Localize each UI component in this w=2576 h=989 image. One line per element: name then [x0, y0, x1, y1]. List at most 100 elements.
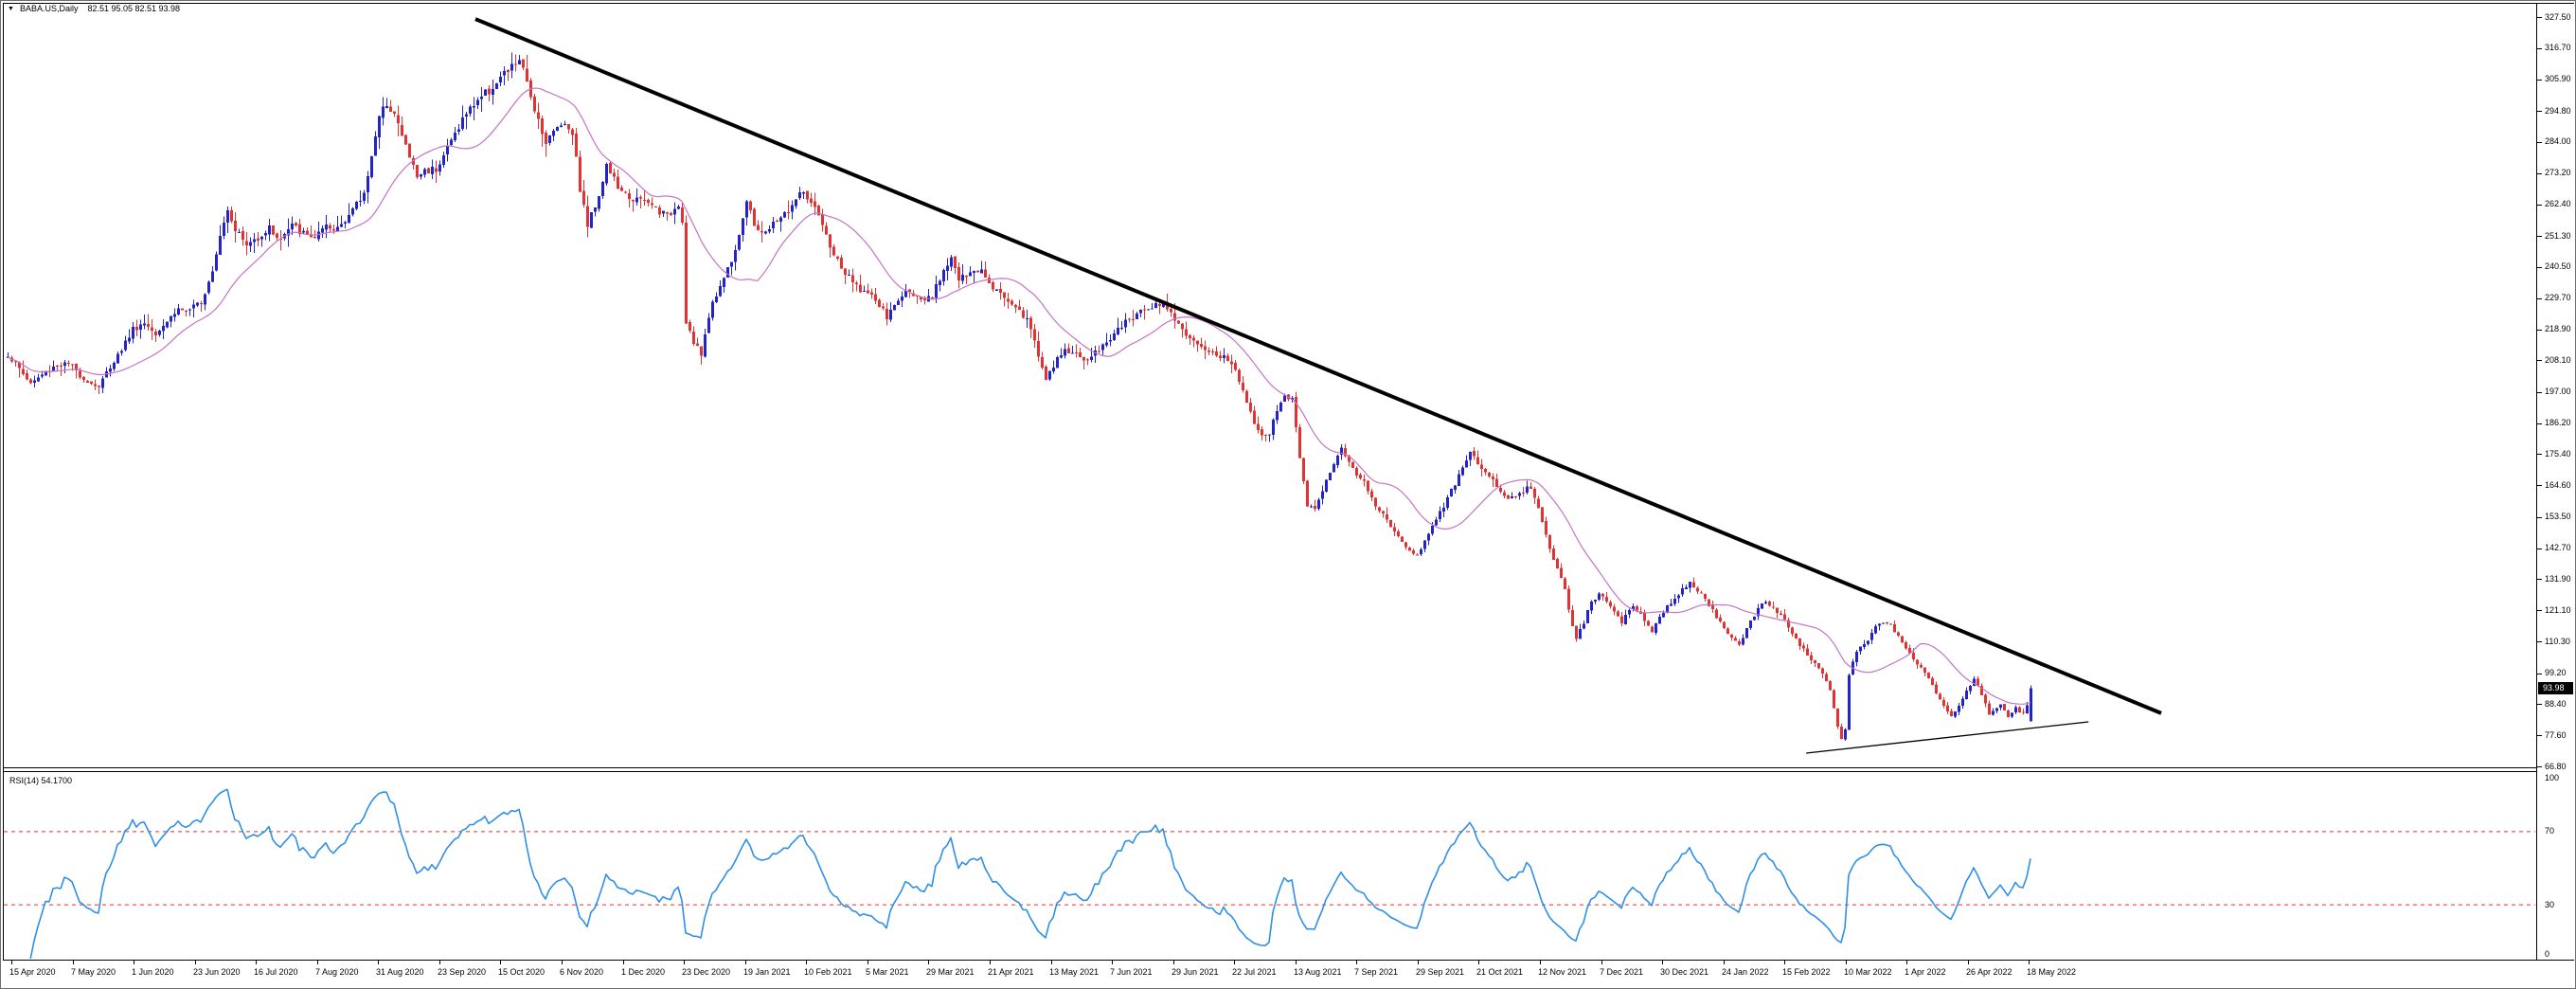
main-price-pane[interactable]: [7, 17, 2162, 754]
rsi-pane[interactable]: [4, 788, 2536, 960]
rsi-value-line: [29, 788, 2031, 959]
price-tick-mark: [2537, 610, 2542, 611]
date-label: 1 Jun 2020: [132, 967, 174, 977]
date-label: 21 Apr 2021: [988, 967, 1034, 977]
date-tick-mark: [317, 960, 318, 964]
date-label: 7 Dec 2021: [1600, 967, 1644, 977]
chart-title-row: ▼ BABA.US,Daily 82.51 95.05 82.51 93.98: [8, 4, 180, 13]
date-label: 22 Jul 2021: [1232, 967, 1277, 977]
price-tick-label: 99.20: [2545, 668, 2567, 677]
date-label: 13 Aug 2021: [1294, 967, 1342, 977]
moving-average-line: [7, 87, 2031, 705]
date-label: 23 Jun 2020: [193, 967, 241, 977]
price-tick-mark: [2537, 548, 2542, 549]
date-label: 23 Dec 2020: [682, 967, 731, 977]
date-label: 7 Sep 2021: [1354, 967, 1399, 977]
price-tick-mark: [2537, 142, 2542, 143]
trendlines-layer[interactable]: [474, 17, 2162, 754]
rsi-tick-label: 0: [2545, 949, 2550, 959]
price-axis-border[interactable]: [2536, 3, 2537, 961]
price-tick-label: 251.30: [2545, 231, 2571, 241]
price-tick-mark: [2537, 735, 2542, 736]
trendline-descending-resistance[interactable]: [474, 17, 2162, 715]
ohlc-readout: 82.51 95.05 82.51 93.98: [87, 4, 181, 13]
date-tick-mark: [1051, 960, 1052, 964]
price-tick-label: 262.40: [2545, 199, 2571, 208]
price-tick-mark: [2537, 111, 2542, 112]
price-tick-mark: [2537, 173, 2542, 174]
date-tick-mark: [806, 960, 807, 964]
main-pane-top-border: [3, 3, 2574, 4]
date-label: 29 Jun 2021: [1172, 967, 1219, 977]
date-label: 13 May 2021: [1049, 967, 1100, 977]
rsi-line: [29, 788, 2031, 959]
main-pane-bottom-border: [3, 767, 2537, 768]
price-tick-label: 316.70: [2545, 43, 2571, 52]
price-tick-mark: [2537, 485, 2542, 486]
date-label: 1 Apr 2022: [1905, 967, 1946, 977]
date-label: 7 Jun 2021: [1110, 967, 1153, 977]
date-label: 7 May 2020: [71, 967, 116, 977]
price-tick-label: 153.50: [2545, 512, 2571, 521]
price-tick-label: 197.00: [2545, 387, 2571, 396]
rsi-tick-label: 100: [2545, 773, 2560, 782]
candle-wicks: [8, 52, 2031, 741]
price-tick-label: 77.60: [2545, 730, 2567, 740]
price-tick-label: 164.60: [2545, 480, 2571, 490]
price-tick-mark: [2537, 360, 2542, 361]
date-tick-mark: [562, 960, 563, 964]
date-tick-mark: [745, 960, 746, 964]
date-tick-mark: [2029, 960, 2030, 964]
date-tick-mark: [439, 960, 440, 964]
price-tick-label: 66.80: [2545, 762, 2567, 771]
price-tick-label: 121.10: [2545, 605, 2571, 615]
price-tick-label: 142.70: [2545, 543, 2571, 552]
price-tick-label: 229.70: [2545, 293, 2571, 302]
date-tick-mark: [1356, 960, 1357, 964]
date-tick-mark: [684, 960, 685, 964]
date-label: 6 Nov 2020: [560, 967, 604, 977]
price-tick-mark: [2537, 205, 2542, 206]
price-tick-label: 208.10: [2545, 355, 2571, 365]
left-border: [3, 3, 4, 961]
date-tick-mark: [1601, 960, 1602, 964]
date-label: 7 Aug 2020: [315, 967, 359, 977]
price-tick-mark: [2537, 517, 2542, 518]
price-tick-mark: [2537, 641, 2542, 642]
date-label: 16 Jul 2020: [254, 967, 298, 977]
date-tick-mark: [11, 960, 12, 964]
price-tick-mark: [2537, 392, 2542, 393]
rsi-pane-top-border[interactable]: [3, 771, 2537, 772]
ma-line: [7, 87, 2031, 705]
date-tick-mark: [1846, 960, 1847, 964]
price-tick-label: 131.90: [2545, 574, 2571, 584]
price-tick-label: 88.40: [2545, 699, 2567, 709]
price-tick-mark: [2537, 454, 2542, 455]
current-price-badge: 93.98: [2538, 682, 2573, 694]
date-tick-mark: [1968, 960, 1969, 964]
trendline-ascending-support[interactable]: [1806, 721, 2089, 754]
date-tick-mark: [195, 960, 196, 964]
date-tick-mark: [1112, 960, 1113, 964]
date-tick-mark: [1540, 960, 1541, 964]
price-tick-mark: [2537, 48, 2542, 49]
date-label: 23 Sep 2020: [438, 967, 487, 977]
price-tick-label: 240.50: [2545, 261, 2571, 271]
price-tick-mark: [2537, 704, 2542, 705]
price-tick-label: 284.00: [2545, 136, 2571, 146]
date-tick-mark: [990, 960, 991, 964]
candles-layer: [7, 52, 2032, 741]
price-tick-mark: [2537, 267, 2542, 268]
date-label: 12 Nov 2021: [1538, 967, 1587, 977]
date-tick-mark: [1173, 960, 1174, 964]
date-label: 29 Sep 2021: [1416, 967, 1465, 977]
price-tick-mark: [2537, 330, 2542, 331]
date-label: 26 Apr 2022: [1966, 967, 2012, 977]
symbol-dropdown-arrow-icon[interactable]: ▼: [8, 5, 14, 12]
price-tick-label: 110.30: [2545, 637, 2570, 646]
date-label: 15 Apr 2020: [9, 967, 56, 977]
date-tick-mark: [500, 960, 501, 964]
rsi-indicator-label: RSI(14) 54.1700: [9, 776, 73, 785]
date-label: 15 Feb 2022: [1782, 967, 1831, 977]
